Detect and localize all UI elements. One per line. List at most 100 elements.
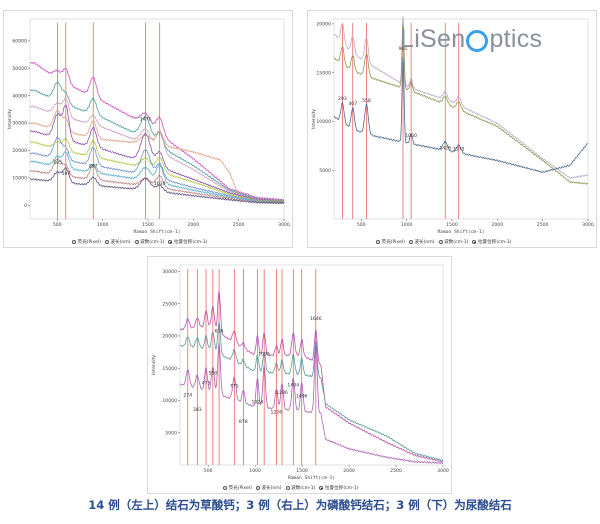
- unit-radio-label: 荧光(Pixel): [77, 240, 101, 245]
- unit-radio-option[interactable]: 波数(cm-1): [438, 239, 468, 245]
- x-tick-label: 3000: [437, 468, 449, 474]
- unit-radio-label: 波数(cm-1): [140, 240, 165, 245]
- y-axis-label: Intensity: [311, 109, 317, 129]
- radio-circle-icon[interactable]: [72, 240, 76, 244]
- spectrum-series-line: [179, 291, 444, 463]
- chart-panel-bottom: 5000 10000 15000 20000 25000 30000 500 1000 1500…: [147, 256, 452, 494]
- unit-radio-option[interactable]: 波长(nm): [408, 239, 435, 245]
- x-tick-label: 500: [204, 468, 213, 474]
- unit-radio-group: 荧光(Pixel) 波长(nm) 波数(cm-1) 拉曼位移(cm-1): [72, 239, 207, 245]
- chart-top-right: 5000 10000 15000 20000 500 1000 1500 2000 2500 30…: [311, 15, 594, 235]
- x-axis-label: Raman Shift(cm-1): [133, 229, 180, 235]
- unit-radio-option[interactable]: 拉曼位移(cm-1): [168, 239, 207, 245]
- spectrum-series-line: [179, 342, 444, 464]
- peak-label: 1475: [140, 116, 152, 122]
- unit-radio-option[interactable]: 波数(cm-1): [285, 485, 316, 491]
- peak-label: 274: [183, 393, 192, 399]
- plot-frame: [29, 18, 285, 220]
- x-tick-label: 2500: [537, 222, 549, 228]
- peak-label: 1630: [154, 181, 166, 187]
- x-axis-label: Raman Shift(cm-1): [288, 475, 335, 481]
- x-tick-label: 2000: [187, 222, 199, 228]
- radio-circle-icon[interactable]: [104, 240, 109, 244]
- peak-label: 475: [202, 380, 211, 386]
- y-tick-label: 10000: [316, 119, 331, 125]
- spectrum-series-line: [179, 321, 444, 461]
- unit-radio-option[interactable]: 荧光(Pixel): [223, 485, 252, 491]
- spectrum-series-line: [333, 15, 589, 180]
- radio-circle-icon[interactable]: [285, 486, 290, 490]
- y-tick-label: 20000: [316, 21, 331, 27]
- radio-circle-icon[interactable]: [223, 486, 227, 490]
- y-tick-label: 30000: [162, 269, 177, 275]
- unit-radio-group: 荧光(Pixel) 波长(nm) 波数(cm-1) 拉曼位移(cm-1): [223, 485, 358, 491]
- radio-circle-icon[interactable]: [376, 240, 380, 244]
- peak-label: 1286: [276, 390, 288, 396]
- chart-panel-top-right: 5000 10000 15000 20000 500 1000 1500 2000 2500 30…: [307, 10, 597, 248]
- unit-radio-option[interactable]: 拉曼位移(cm-1): [472, 239, 511, 245]
- unit-radio-option[interactable]: 拉曼位移(cm-1): [319, 485, 358, 491]
- y-tick-label: 30000: [12, 121, 27, 127]
- x-tick-label: 1000: [401, 222, 413, 228]
- radio-circle-icon[interactable]: [134, 240, 139, 244]
- x-tick-label: 1500: [446, 222, 458, 228]
- peak-label: 1226: [271, 409, 283, 415]
- unit-radio-label: 波长(nm): [414, 240, 435, 245]
- y-tick-label: 10000: [12, 176, 27, 182]
- peak-label: 505: [53, 160, 62, 166]
- radio-circle-icon[interactable]: [472, 240, 477, 244]
- spectrum-series-line: [29, 136, 285, 204]
- peak-label: 1496: [296, 393, 308, 399]
- peak-label: 558: [362, 98, 371, 104]
- peak-label: 897: [89, 163, 98, 169]
- peak-label: 1095: [258, 351, 270, 357]
- radio-circle-icon[interactable]: [255, 486, 260, 490]
- peak-label: 1426: [439, 146, 451, 152]
- peak-label: 775: [230, 384, 239, 390]
- peak-label: 1646: [310, 316, 322, 322]
- x-tick-label: 3000: [582, 222, 594, 228]
- x-tick-label: 3000: [278, 222, 290, 228]
- peak-label: 550: [208, 371, 217, 377]
- unit-radio-label: 荧光(Pixel): [381, 240, 405, 245]
- chart-panel-top-left: 0 10000 20000 30000 40000 50000 60000 500 1000 15…: [3, 10, 293, 248]
- x-tick-label: 2500: [390, 468, 402, 474]
- unit-radio-option[interactable]: 波数(cm-1): [134, 239, 165, 245]
- x-tick-label: 1500: [142, 222, 154, 228]
- unit-radio-group: 荧光(Pixel) 波长(nm) 波数(cm-1) 拉曼位移(cm-1): [376, 239, 511, 245]
- spectrum-series-line: [29, 61, 285, 201]
- figure-caption: 14 例（左上）结石为草酸钙；3 例（右上）为磷酸钙结石；3 例（下）为尿酸结石: [88, 498, 512, 512]
- radio-circle-icon[interactable]: [408, 240, 413, 244]
- x-axis-label: Raman Shift(cm-1): [437, 229, 484, 235]
- radio-circle-icon[interactable]: [168, 240, 173, 244]
- y-tick-label: 20000: [12, 148, 27, 154]
- unit-radio-label: 波数(cm-1): [291, 486, 316, 491]
- unit-radio-option[interactable]: 荧光(Pixel): [376, 239, 405, 245]
- unit-radio-option[interactable]: 波长(nm): [255, 485, 282, 491]
- unit-radio-option[interactable]: 波长(nm): [104, 239, 131, 245]
- y-tick-label: 5000: [165, 430, 177, 436]
- y-tick-label: 25000: [162, 301, 177, 307]
- peak-label: 616: [215, 329, 224, 335]
- radio-circle-icon[interactable]: [438, 240, 443, 244]
- y-tick-label: 60000: [12, 39, 27, 45]
- peak-label: 597: [62, 171, 71, 177]
- y-tick-label: 20000: [162, 334, 177, 340]
- chart-top-left: 0 10000 20000 30000 40000 50000 60000 500 1000 15…: [7, 18, 290, 235]
- unit-radio-label: 波长(nm): [261, 486, 282, 491]
- spectrum-series-line: [29, 104, 285, 202]
- plot-frame: [179, 264, 444, 466]
- lisen-optics-logo: LiSen ptics: [400, 24, 543, 53]
- unit-radio-option[interactable]: 荧光(Pixel): [72, 239, 101, 245]
- spectrum-series-line: [333, 57, 589, 173]
- peak-label: 383: [193, 407, 202, 413]
- peak-label: 1575: [453, 147, 465, 153]
- x-tick-label: 1000: [97, 222, 109, 228]
- peak-label: 1050: [405, 133, 417, 139]
- x-tick-label: 500: [357, 222, 366, 228]
- y-tick-label: 5000: [319, 168, 331, 174]
- spectrum-series-line: [29, 151, 285, 204]
- radio-circle-icon[interactable]: [319, 486, 324, 490]
- y-axis-label: Intensity: [151, 355, 157, 375]
- unit-radio-label: 拉曼位移(cm-1): [173, 240, 208, 245]
